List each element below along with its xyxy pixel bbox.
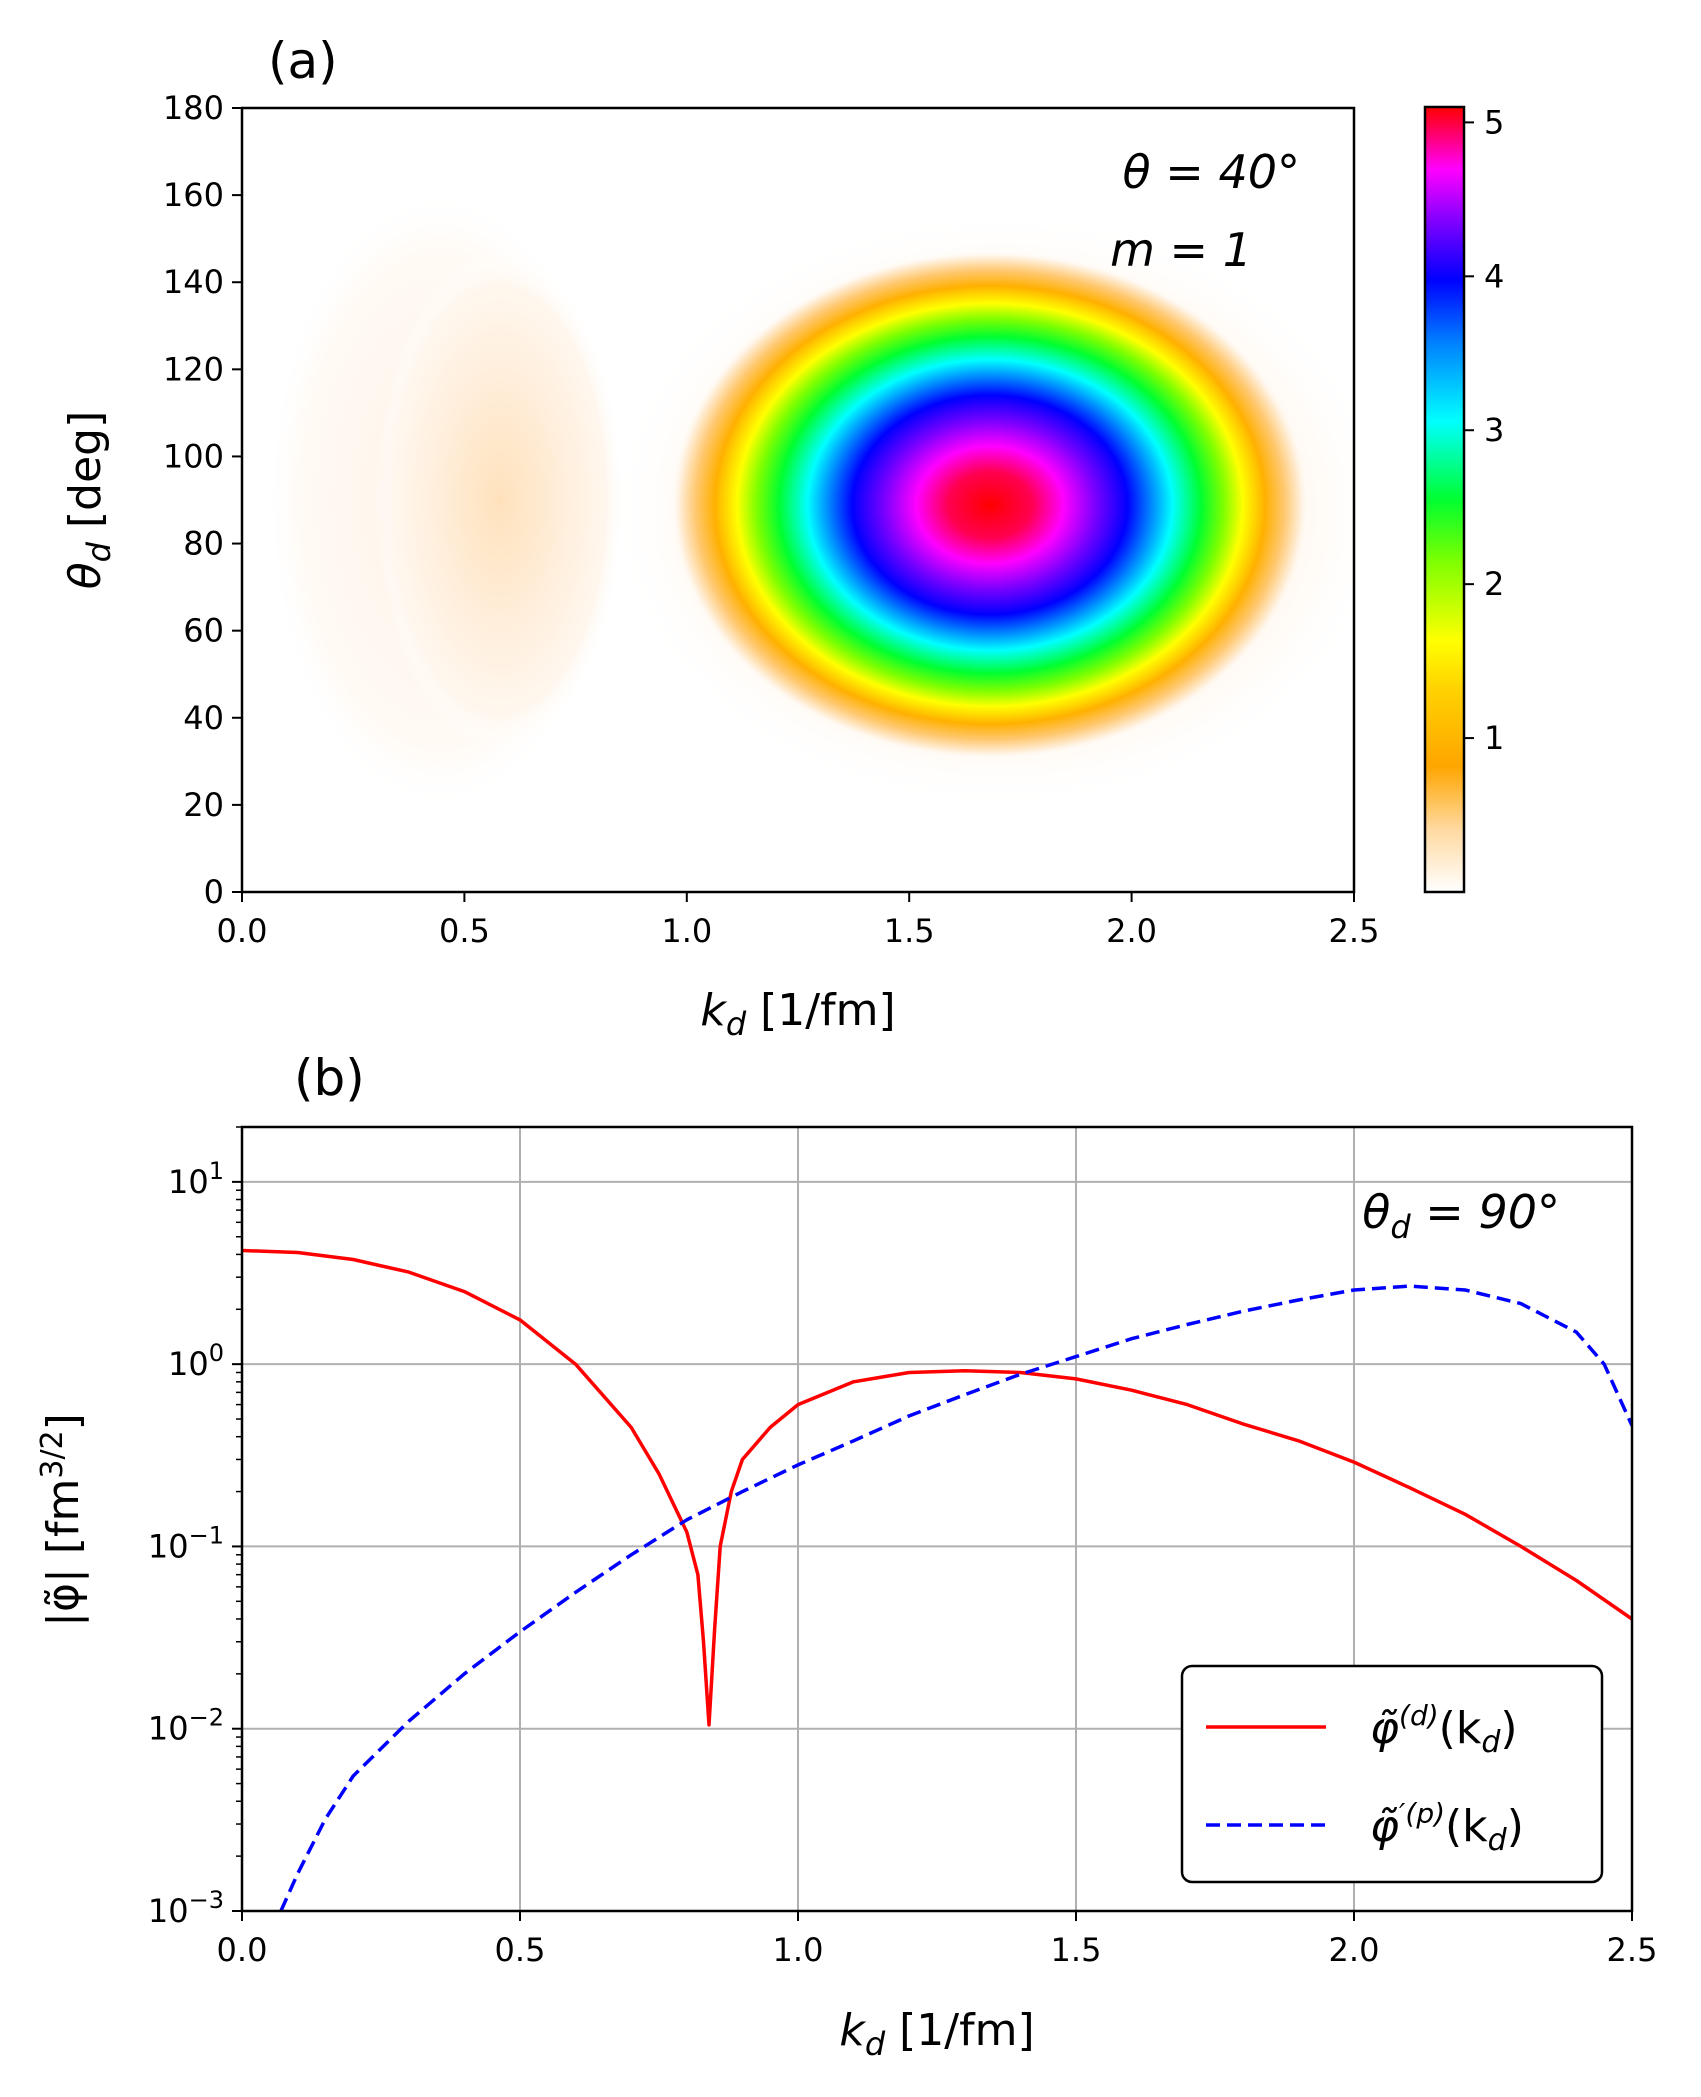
x-tick-label: 1.5 [884, 912, 935, 950]
legend-label-phi-p: φ̃′(p)(kd) [1370, 1797, 1524, 1858]
y-tick-label: 120 [163, 350, 224, 388]
annotation-theta-d: θd = 90° [1362, 1185, 1560, 1246]
panel-a-y-label: θd [deg] [60, 411, 118, 589]
colorbar-tick-label: 2 [1484, 565, 1504, 603]
y-tick-label: 100 [163, 437, 224, 475]
colorbar-tick-label: 4 [1484, 257, 1504, 295]
series-phi-d-line [242, 1248, 1632, 1727]
x-tick-label: 1.5 [1051, 1931, 1102, 1969]
y-tick-label: 20 [183, 786, 224, 824]
panel-b-line-chart: (b) 0.0 0.5 1.0 1.5 2.0 2.5 101 100 10−1 10−2 10−… [35, 1049, 1657, 2063]
panel-a-x-label: kd [1/fm] [700, 985, 895, 1043]
panel-b-x-label: kd [1/fm] [839, 2005, 1034, 2063]
y-tick-label: 10−1 [148, 1521, 224, 1565]
colorbar-tick-label: 1 [1484, 719, 1504, 757]
y-tick-label: 0 [204, 873, 224, 911]
colorbar-tick-label: 3 [1484, 411, 1504, 449]
legend-box [1180, 1664, 1604, 1884]
colorbar-gradient [1423, 105, 1466, 894]
x-tick-label: 1.0 [773, 1931, 824, 1969]
x-tick-label: 2.0 [1106, 912, 1157, 950]
x-tick-label: 1.0 [661, 912, 712, 950]
panel-b-y-label: |φ̃| [fm3/2] [35, 1413, 89, 1627]
panel-b-label: (b) [294, 1049, 365, 1107]
panel-b-y-ticks: 101 100 10−1 10−2 10−3 [148, 1126, 242, 1930]
x-tick-label: 0.0 [217, 912, 268, 950]
panel-b-x-ticks: 0.0 0.5 1.0 1.5 2.0 2.5 [217, 1911, 1658, 1969]
x-tick-label: 2.5 [1329, 912, 1380, 950]
y-tick-label: 10−3 [148, 1886, 224, 1930]
y-tick-label: 140 [163, 263, 224, 301]
legend-label-phi-d: φ̃(d)(kd) [1370, 1699, 1518, 1760]
annotation-theta: θ = 40° [1123, 145, 1300, 199]
colorbar: 1 2 3 4 5 [1423, 103, 1504, 894]
x-tick-label: 2.5 [1607, 1931, 1658, 1969]
y-tick-label: 180 [163, 89, 224, 127]
series-phi-p-line [279, 1284, 1632, 1911]
panel-a-label: (a) [268, 32, 338, 90]
y-tick-label: 60 [183, 612, 224, 650]
annotation-m: m = 1 [1110, 223, 1252, 277]
weak-lobe [375, 250, 625, 750]
y-tick-label: 101 [168, 1157, 224, 1201]
y-tick-label: 80 [183, 525, 224, 563]
colorbar-tick-label: 5 [1484, 103, 1504, 141]
x-tick-label: 0.5 [495, 1931, 546, 1969]
panel-a-y-ticks: 0 20 40 60 80 100 120 140 160 180 [163, 89, 242, 911]
y-tick-label: 10−2 [148, 1704, 224, 1748]
panel-a-heatmap: (a) 0.0 0.5 1.0 1.5 2.0 2.5 02040608010012014… [60, 32, 1504, 1043]
x-tick-label: 0.5 [439, 912, 490, 950]
x-tick-label: 0.0 [217, 1931, 268, 1969]
panel-b-frame [240, 1125, 1634, 1913]
x-tick-label: 2.0 [1329, 1931, 1380, 1969]
y-tick-label: 160 [163, 176, 224, 214]
y-tick-label: 100 [168, 1339, 224, 1383]
colorbar-ticks: 1 2 3 4 5 [1464, 103, 1504, 757]
main-peak [670, 250, 1310, 760]
heatmap-field [242, 108, 1354, 892]
panel-a-x-ticks: 0.0 0.5 1.0 1.5 2.0 2.5 [217, 892, 1380, 950]
y-tick-label: 40 [183, 699, 224, 737]
panel-a-frame [240, 106, 1356, 894]
legend: φ̃(d)(kd) φ̃′(p)(kd) [1180, 1664, 1604, 1884]
